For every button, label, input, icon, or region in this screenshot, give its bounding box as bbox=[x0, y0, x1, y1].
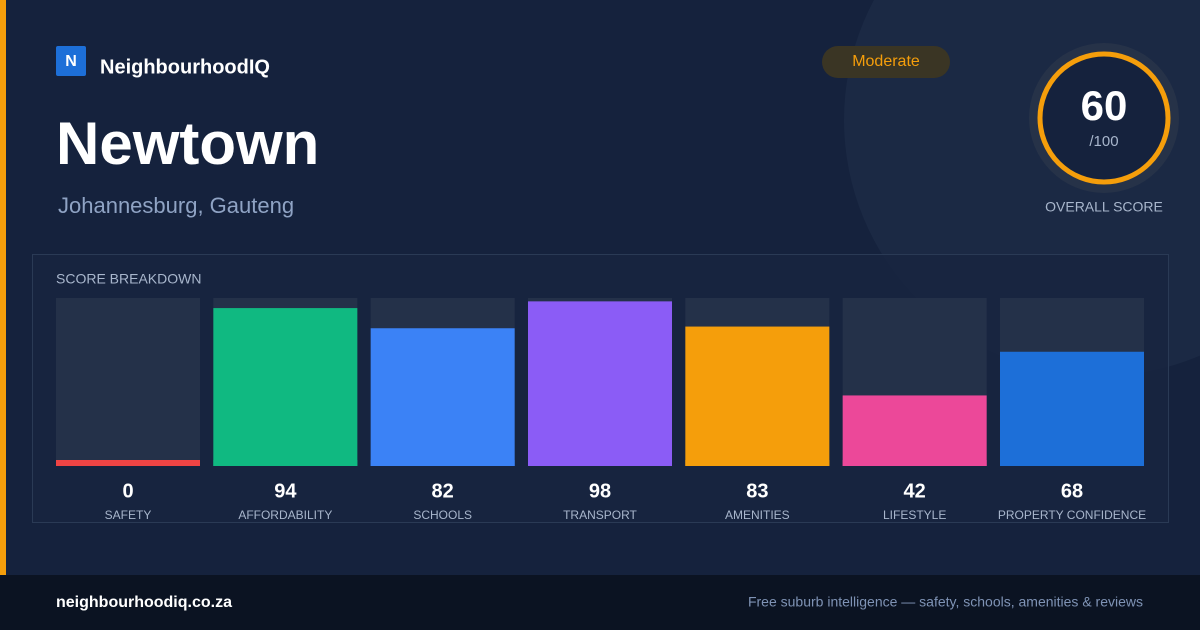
bar bbox=[1000, 351, 1144, 466]
score-ring bbox=[1037, 51, 1171, 185]
category-label: PROPERTY CONFIDENCE bbox=[998, 508, 1146, 522]
value-label: 94 bbox=[274, 480, 297, 502]
value-label: 82 bbox=[432, 480, 454, 502]
value-label: 0 bbox=[122, 480, 133, 502]
value-label: 42 bbox=[904, 480, 926, 502]
footer-url: neighbourhoodiq.co.za bbox=[56, 594, 232, 611]
accent-stripe bbox=[0, 0, 6, 575]
bar bbox=[842, 395, 987, 466]
bar bbox=[213, 308, 358, 466]
chart-title: SCORE BREAKDOWN bbox=[56, 271, 201, 287]
logo-box bbox=[56, 46, 86, 76]
bar bbox=[528, 301, 672, 466]
bar-track bbox=[56, 298, 200, 466]
bars: 0 SAFETY 94 AFFORDABILITY 82 SCHOOLS 98 TRANSPO… bbox=[56, 298, 1146, 522]
badge: Moderate bbox=[852, 53, 920, 70]
badge-bg bbox=[822, 46, 950, 78]
footer-bg bbox=[0, 575, 1200, 630]
bar bbox=[685, 326, 830, 466]
category-label: AFFORDABILITY bbox=[238, 508, 332, 522]
footer-tagline: Free suburb intelligence — safety, schoo… bbox=[748, 594, 1143, 610]
category-label: TRANSPORT bbox=[563, 508, 637, 522]
category-label: SCHOOLS bbox=[413, 508, 472, 522]
brand: NeighbourhoodIQ bbox=[100, 56, 270, 78]
bar-floor bbox=[56, 460, 200, 466]
value-label: 98 bbox=[589, 480, 611, 502]
category-label: LIFESTYLE bbox=[883, 508, 946, 522]
logo-letter: N bbox=[65, 53, 77, 70]
score-max: /100 bbox=[1089, 133, 1118, 150]
category-label: AMENITIES bbox=[725, 508, 790, 522]
title: Newtown bbox=[56, 110, 319, 177]
value-label: 83 bbox=[746, 480, 768, 502]
bar bbox=[370, 328, 515, 466]
score: 60 bbox=[1081, 82, 1128, 129]
subtitle: Johannesburg, Gauteng bbox=[58, 193, 294, 218]
value-label: 68 bbox=[1061, 480, 1083, 502]
score-label: OVERALL SCORE bbox=[1045, 199, 1163, 215]
category-label: SAFETY bbox=[105, 508, 152, 522]
